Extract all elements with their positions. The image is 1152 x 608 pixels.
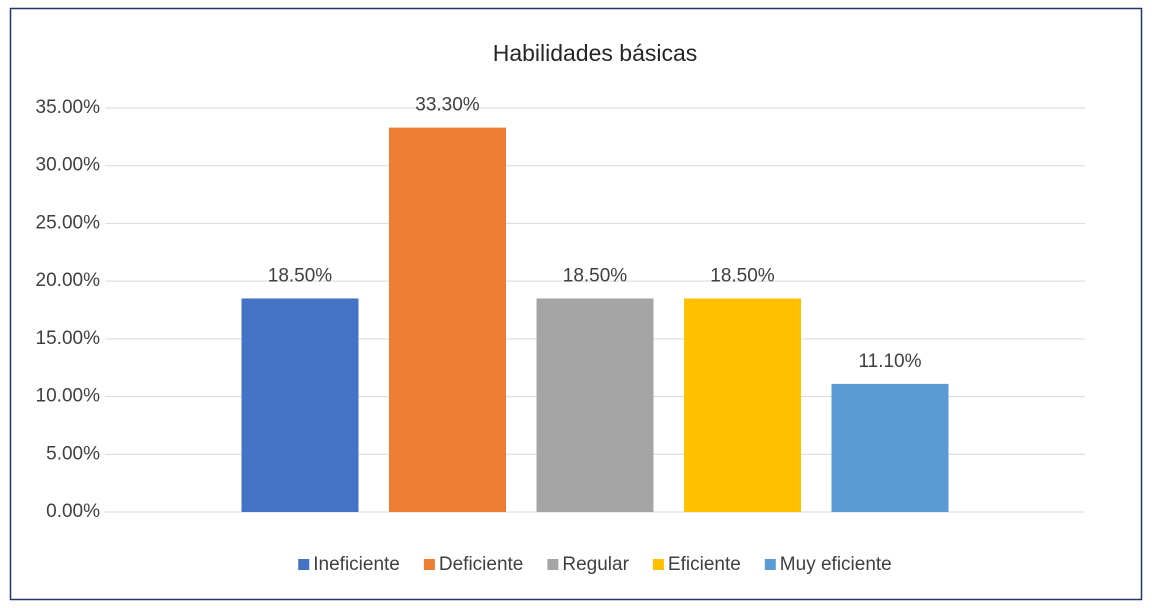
value-label: 18.50% bbox=[710, 265, 775, 286]
legend-swatch bbox=[547, 559, 559, 570]
y-tick-label: 0.00% bbox=[46, 501, 100, 522]
value-label: 18.50% bbox=[563, 265, 628, 286]
bar bbox=[684, 298, 801, 512]
legend-label: Regular bbox=[562, 554, 629, 575]
value-label: 33.30% bbox=[415, 95, 480, 116]
y-tick-label: 25.00% bbox=[36, 212, 101, 233]
chart-title: Habilidades básicas bbox=[493, 40, 698, 66]
y-tick-label: 35.00% bbox=[36, 97, 101, 118]
legend-label: Eficiente bbox=[668, 554, 741, 575]
bar bbox=[241, 298, 359, 512]
y-tick-label: 10.00% bbox=[36, 386, 101, 407]
y-tick-label: 5.00% bbox=[46, 443, 100, 464]
legend-swatch bbox=[423, 559, 435, 570]
legend-label: Deficiente bbox=[439, 554, 524, 575]
bar bbox=[389, 127, 506, 512]
y-tick-label: 20.00% bbox=[36, 270, 101, 291]
legend-label: Muy eficiente bbox=[780, 554, 892, 575]
legend-swatch bbox=[764, 559, 776, 570]
y-tick-label: 15.00% bbox=[36, 328, 101, 349]
value-label: 18.50% bbox=[268, 265, 333, 286]
bar bbox=[831, 383, 949, 512]
legend-label: Ineficiente bbox=[313, 554, 400, 575]
y-tick-label: 30.00% bbox=[36, 155, 101, 176]
value-label: 11.10% bbox=[858, 351, 921, 372]
legend-swatch bbox=[652, 559, 664, 570]
bar bbox=[536, 298, 654, 512]
legend-swatch bbox=[298, 559, 310, 570]
